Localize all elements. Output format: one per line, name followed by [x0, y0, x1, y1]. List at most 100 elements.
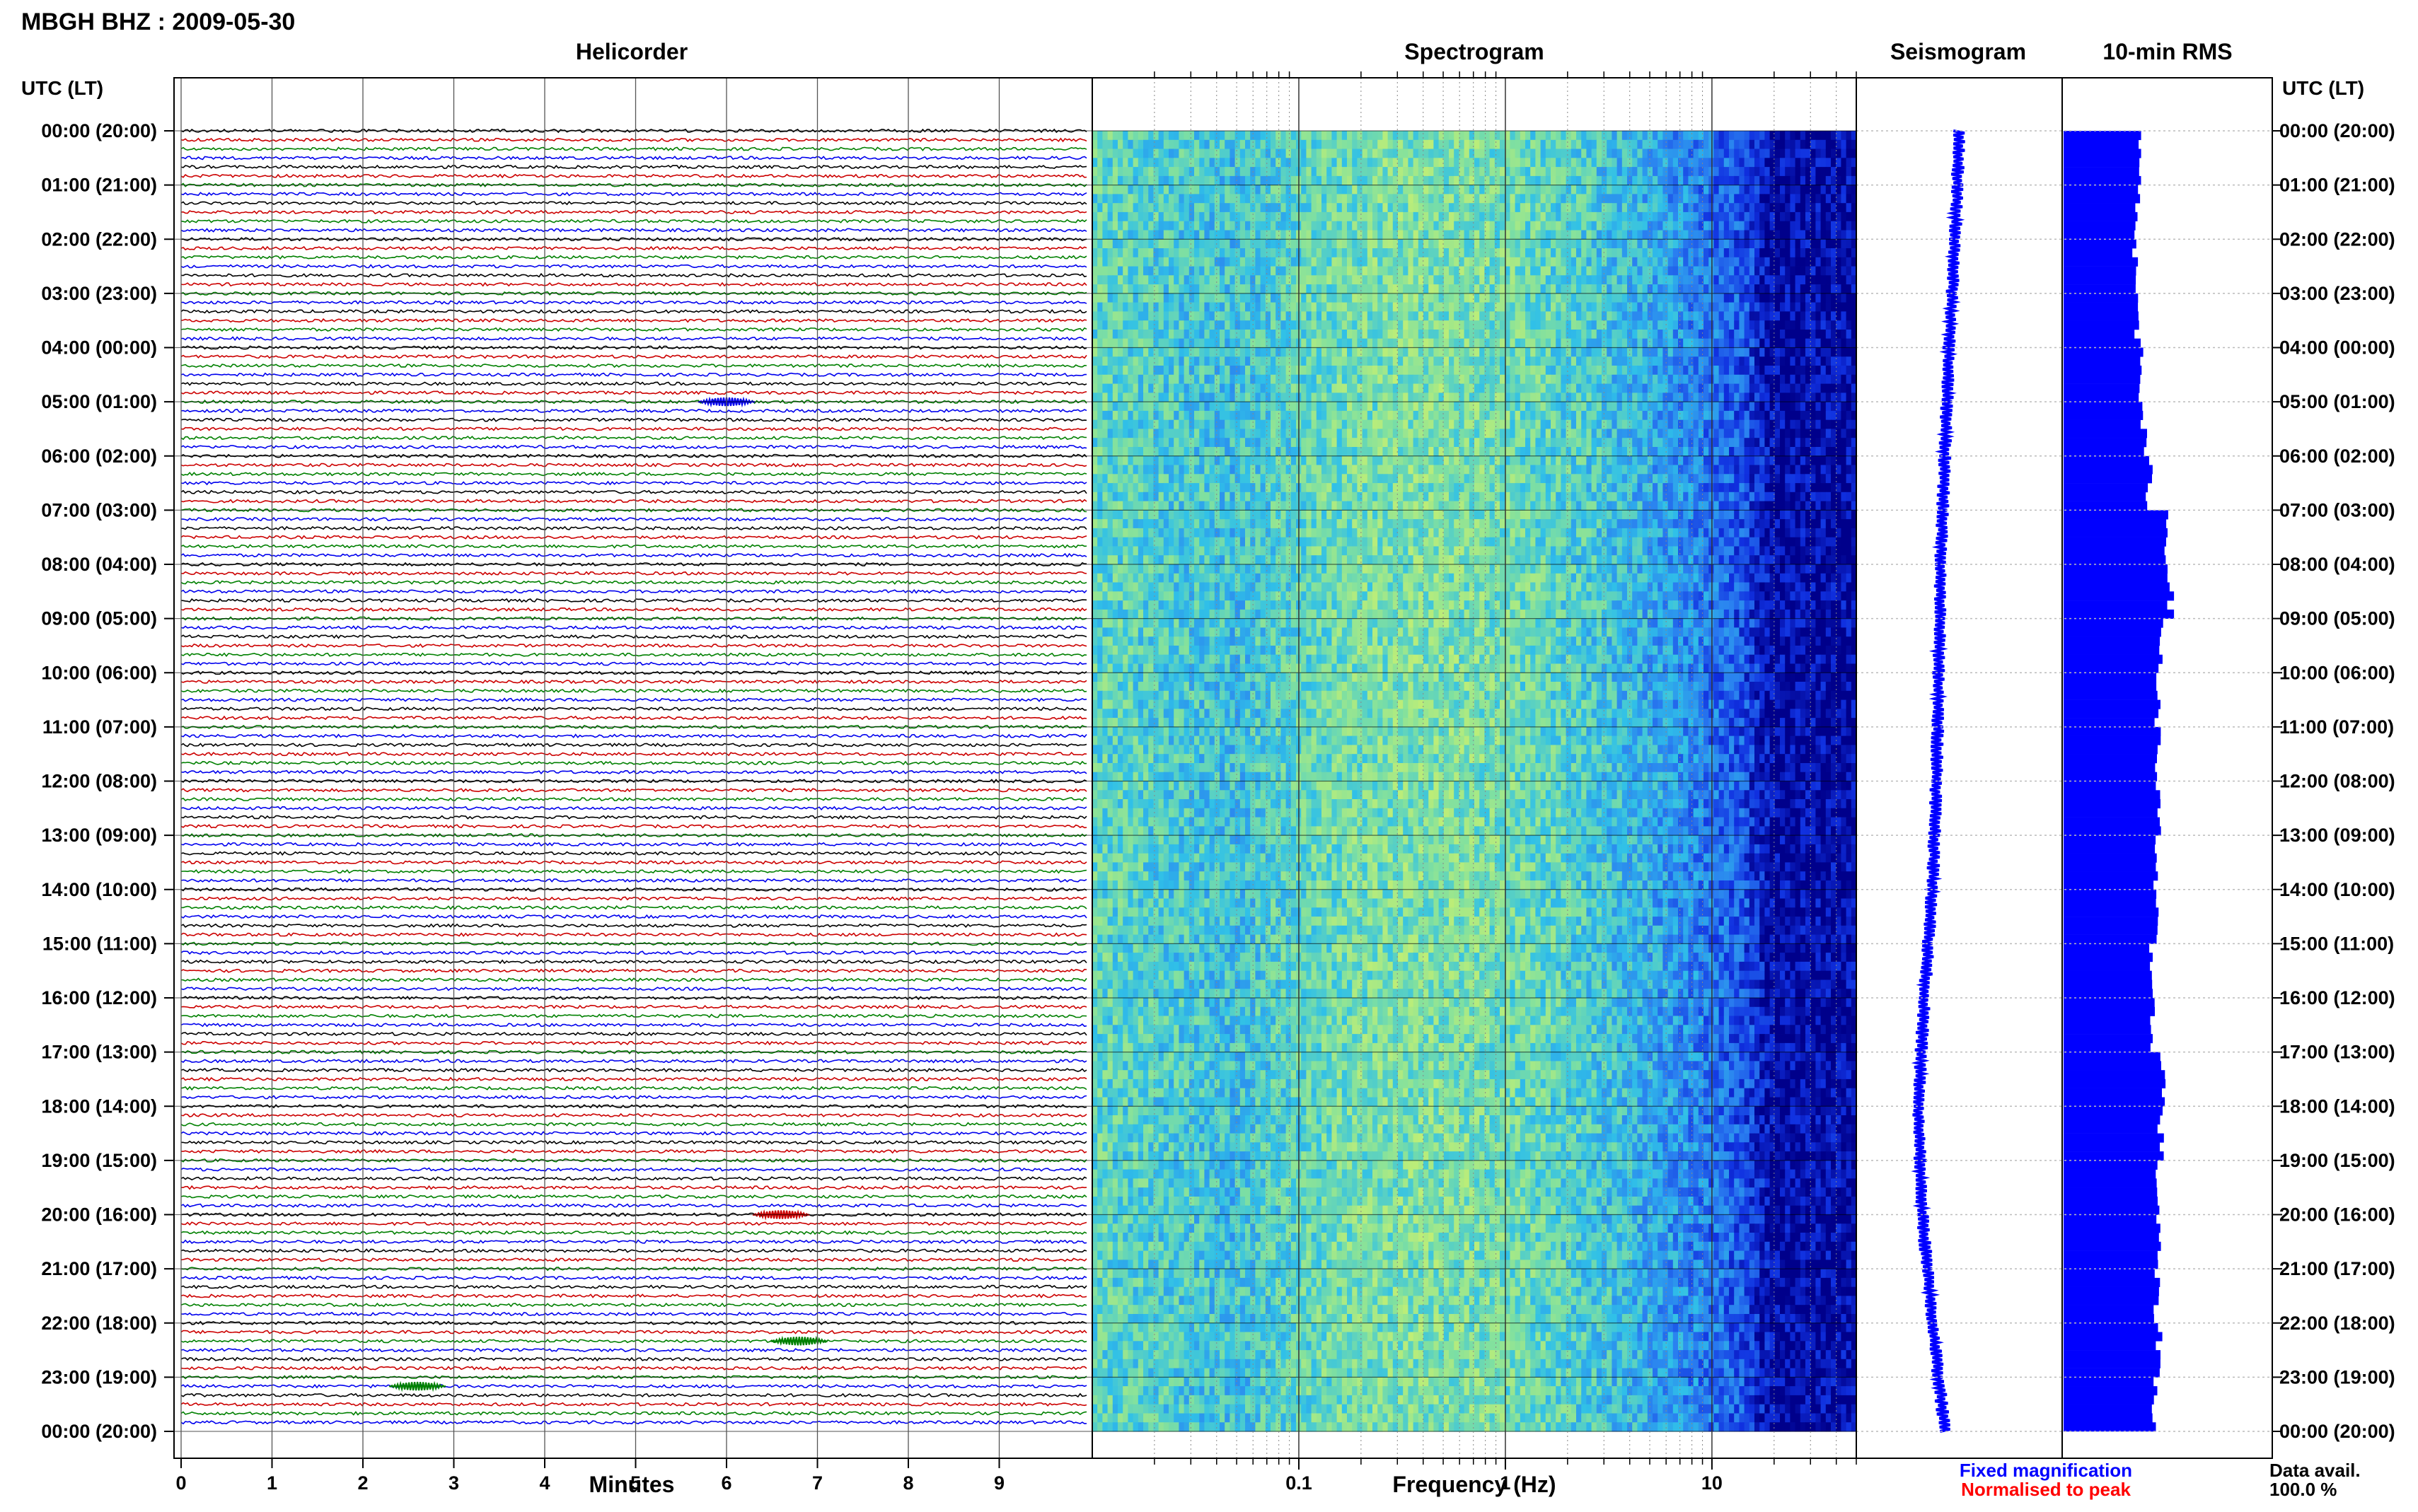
spectrogram-cell: [1352, 330, 1358, 339]
spectrogram-cell: [1586, 366, 1592, 375]
spectrogram-cell: [1515, 402, 1521, 411]
spectrogram-cell: [1759, 320, 1765, 330]
spectrogram-cell: [1785, 194, 1791, 203]
spectrogram-cell: [1815, 348, 1821, 357]
spectrogram-cell: [1474, 248, 1480, 257]
spectrogram-cell: [1703, 275, 1709, 284]
spectrogram-cell: [1428, 303, 1434, 312]
spectrogram-cell: [1199, 384, 1205, 393]
spectrogram-cell: [1826, 411, 1832, 420]
spectrogram-cell: [1286, 176, 1292, 185]
spectrogram-cell: [1617, 275, 1623, 284]
spectrogram-cell: [1530, 203, 1536, 212]
spectrogram-cell: [1520, 267, 1526, 276]
spectrogram-cell: [1648, 221, 1653, 231]
spectrogram-cell: [1215, 248, 1220, 257]
spectrogram-cell: [1643, 348, 1648, 357]
spectrogram-cell: [1449, 131, 1454, 140]
spectrogram-cell: [1612, 384, 1617, 393]
spectrogram-cell: [1775, 239, 1781, 248]
spectrogram-cell: [1602, 384, 1607, 393]
spectrogram-cell: [1673, 411, 1679, 420]
spectrogram-cell: [1312, 303, 1317, 312]
spectrogram-cell: [1377, 248, 1383, 257]
spectrogram-cell: [1724, 402, 1730, 411]
spectrogram-cell: [1245, 348, 1251, 357]
spectrogram-cell: [1708, 303, 1714, 312]
spectrogram-cell: [1377, 339, 1383, 348]
spectrogram-cell: [1148, 167, 1154, 176]
spectrogram-cell: [1749, 212, 1755, 221]
spectrogram-cell: [1102, 231, 1108, 240]
spectrogram-cell: [1469, 140, 1475, 149]
spectrogram-cell: [1174, 411, 1179, 420]
spectrogram-cell: [1357, 284, 1363, 293]
spectrogram-cell: [1275, 248, 1281, 257]
spectrogram-cell: [1745, 275, 1750, 284]
spectrogram-cell: [1230, 311, 1235, 320]
spectrogram-cell: [1377, 348, 1383, 357]
spectrogram-cell: [1759, 420, 1765, 429]
spectrogram-cell: [1347, 176, 1353, 185]
spectrogram-cell: [1189, 366, 1195, 375]
spectrogram-cell: [1515, 348, 1521, 357]
spectrogram-cell: [1479, 212, 1485, 221]
spectrogram-cell: [1708, 384, 1714, 393]
spectrogram-cell: [1694, 167, 1699, 176]
spectrogram-cell: [1648, 392, 1653, 402]
spectrogram-cell: [1230, 185, 1235, 194]
spectrogram-cell: [1745, 167, 1750, 176]
spectrogram-cell: [1148, 330, 1154, 339]
spectrogram-cell: [1235, 303, 1241, 312]
spectrogram-cell: [1347, 231, 1353, 240]
spectrogram-cell: [1388, 194, 1394, 203]
spectrogram-cell: [1372, 311, 1378, 320]
spectrogram-cell: [1643, 257, 1648, 267]
spectrogram-cell: [1688, 402, 1694, 411]
spectrogram-cell: [1541, 311, 1546, 320]
spectrogram-cell: [1576, 140, 1582, 149]
spectrogram-cell: [1210, 203, 1215, 212]
spectrogram-cell: [1215, 167, 1220, 176]
spectrogram-cell: [1841, 203, 1846, 212]
spectrogram-cell: [1703, 284, 1709, 293]
spectrogram-cell: [1581, 339, 1587, 348]
spectrogram-cell: [1734, 284, 1740, 293]
spectrogram-cell: [1372, 320, 1378, 330]
spectrogram-cell: [1138, 267, 1144, 276]
spectrogram-cell: [1428, 248, 1434, 257]
spectrogram-cell: [1515, 284, 1521, 293]
spectrogram-cell: [1556, 356, 1561, 366]
spectrogram-cell: [1464, 176, 1470, 185]
spectrogram-cell: [1688, 356, 1694, 366]
spectrogram-cell: [1826, 167, 1832, 176]
spectrogram-cell: [1678, 284, 1684, 293]
spectrogram-cell: [1347, 194, 1353, 203]
spectrogram-cell: [1500, 194, 1505, 203]
spectrogram-cell: [1653, 231, 1658, 240]
spectrogram-cell: [1118, 212, 1123, 221]
spectrogram-cell: [1423, 239, 1429, 248]
spectrogram-cell: [1464, 221, 1470, 231]
spectrogram-cell: [1428, 411, 1434, 420]
spectrogram-cell: [1668, 221, 1674, 231]
spectrogram-cell: [1729, 158, 1735, 167]
spectrogram-cell: [1189, 257, 1195, 267]
spectrogram-cell: [1413, 293, 1419, 303]
spectrogram-cell: [1367, 231, 1373, 240]
spectrogram-cell: [1357, 176, 1363, 185]
spectrogram-cell: [1347, 275, 1353, 284]
spectrogram-cell: [1454, 411, 1459, 420]
spectrogram-cell: [1454, 339, 1459, 348]
spectrogram-cell: [1607, 293, 1612, 303]
spectrogram-cell: [1449, 140, 1454, 149]
spectrogram-cell: [1699, 131, 1704, 140]
spectrogram-cell: [1658, 257, 1663, 267]
spectrogram-cell: [1525, 402, 1531, 411]
spectrogram-cell: [1678, 131, 1684, 140]
spectrogram-cell: [1092, 231, 1098, 240]
spectrogram-cell: [1607, 339, 1612, 348]
spectrogram-cell: [1097, 167, 1103, 176]
spectrogram-cell: [1745, 339, 1750, 348]
spectrogram-cell: [1449, 311, 1454, 320]
